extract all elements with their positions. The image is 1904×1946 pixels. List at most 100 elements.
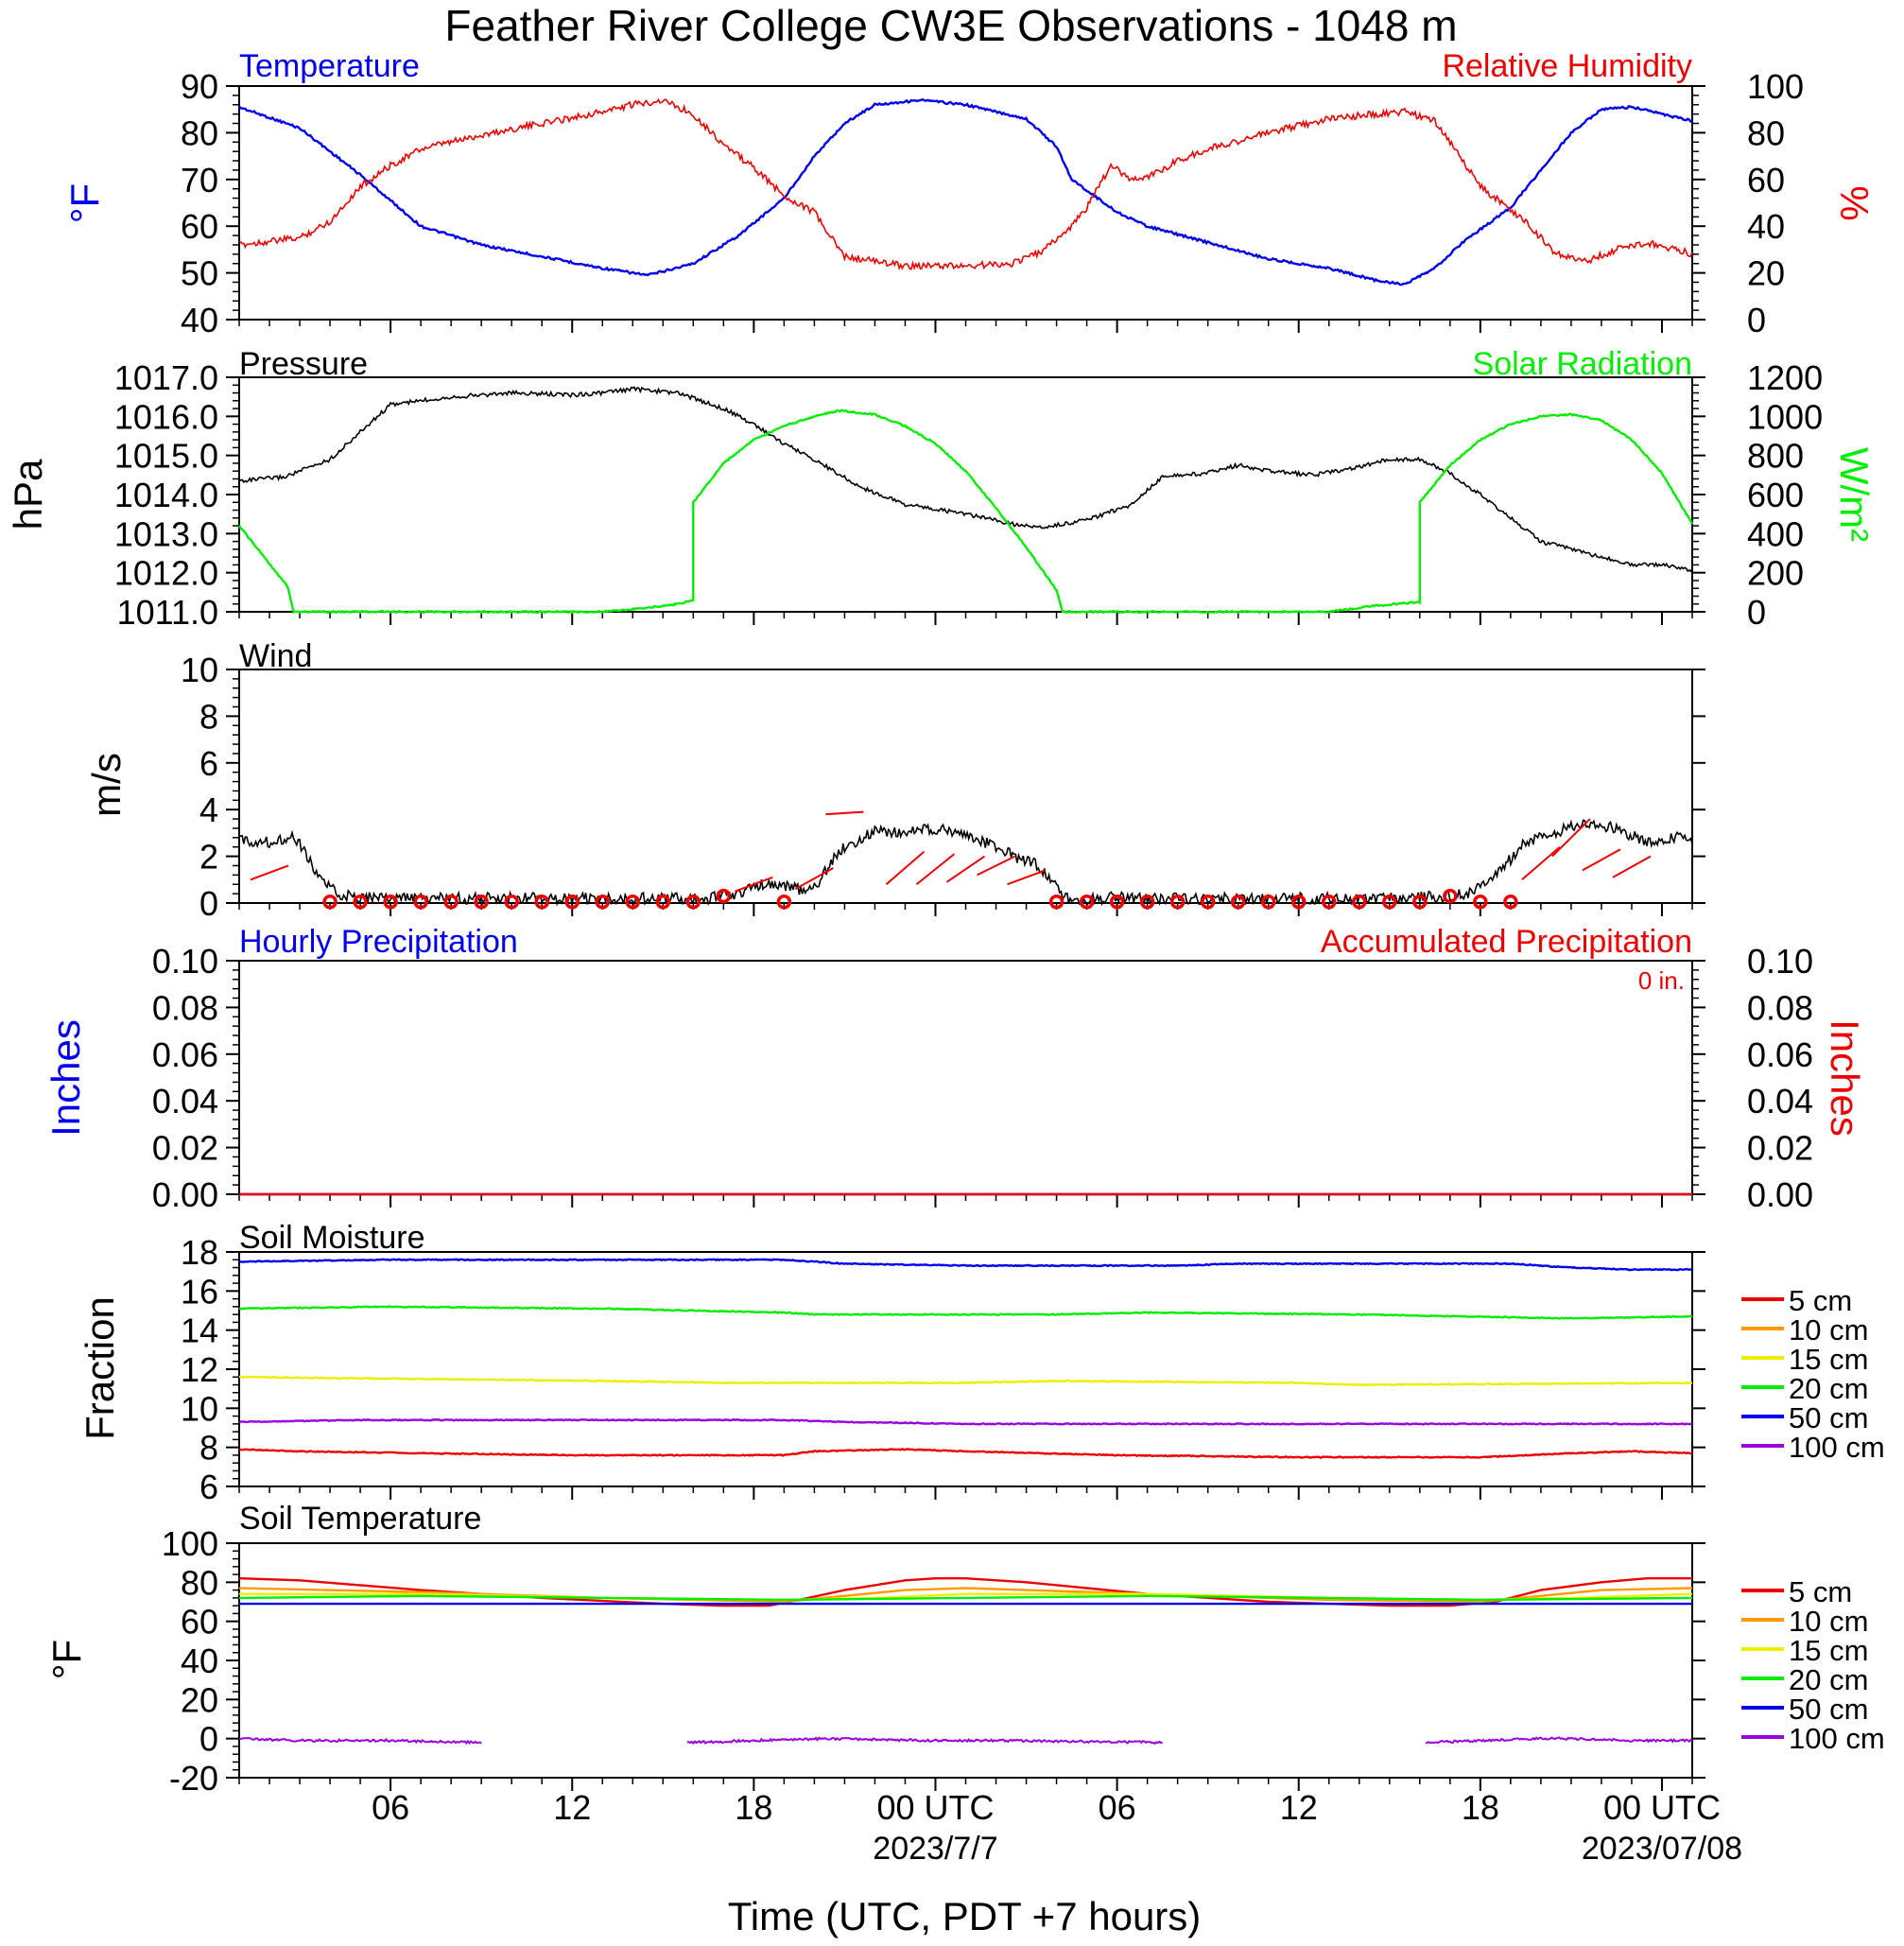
precip-right-tick-label: 0.04 (1747, 1082, 1813, 1121)
temp-rh-left-title: Temperature (239, 48, 420, 84)
wind-calm-marker (443, 895, 459, 910)
wind-wind-barb (1551, 818, 1591, 858)
soil-moisture-left-tick-label: 14 (181, 1312, 218, 1350)
temp-rh-left-unit: °F (62, 183, 107, 223)
soil-temp-series-20-cm (238, 1594, 1693, 1602)
pressure-solar-right-tick-label: 400 (1747, 514, 1804, 553)
precip-right-title: Accumulated Precipitation (1321, 924, 1692, 960)
soil-temp-series-100-cm (238, 1736, 482, 1746)
wind-left-tick-label: 10 (181, 651, 218, 689)
temp-rh-right-tick-label: 40 (1747, 207, 1785, 246)
wind-calm-marker (1200, 895, 1216, 910)
wind-calm-marker (1109, 895, 1125, 910)
soil-temp-left-tick-label: 60 (181, 1603, 218, 1642)
temp-rh-right-unit: % (1832, 185, 1877, 220)
temp-rh-series-relative-humidity (238, 97, 1693, 271)
temp-rh-left-tick-label: 80 (181, 113, 218, 152)
soil-temp-left-unit: °F (44, 1640, 89, 1679)
precip-right-tick-label: 0.02 (1747, 1129, 1813, 1168)
soil-temp-left-title: Soil Temperature (239, 1501, 481, 1537)
wind-calm-marker (1048, 895, 1065, 910)
soil-moisture-legend-label: 10 cm (1789, 1313, 1868, 1347)
x-tick-label: 12 (1280, 1788, 1318, 1827)
precip-right-tick-label: 0.10 (1747, 942, 1813, 981)
soil-temp-left-tick-label: 100 (162, 1524, 218, 1563)
wind-wind-barb (1521, 845, 1561, 881)
soil-moisture-left-tick-label: 8 (199, 1429, 218, 1468)
temp-rh-left-tick-label: 90 (181, 67, 218, 106)
soil-moisture-left-tick-label: 6 (199, 1468, 218, 1506)
x-date-label: 2023/7/7 (873, 1831, 997, 1867)
pressure-solar-left-tick-label: 1016.0 (114, 397, 218, 436)
soil-moisture-series-20-cm (238, 1305, 1693, 1320)
soil-moisture-legend-label: 5 cm (1789, 1284, 1852, 1317)
soil-moisture-legend-label: 100 cm (1789, 1431, 1885, 1464)
wind-calm-marker (1260, 895, 1276, 910)
soil-temp-legend-label: 100 cm (1789, 1722, 1885, 1755)
pressure-solar-left-tick-label: 1012.0 (114, 554, 218, 593)
wind-left-tick-label: 6 (199, 744, 218, 783)
wind-wind-barb (735, 876, 773, 893)
wind-calm-marker (716, 888, 732, 904)
soil-temp-legend-label: 20 cm (1789, 1663, 1868, 1696)
wind-calm-marker (625, 895, 641, 910)
precip-right-tick-label: 0.00 (1747, 1175, 1813, 1214)
precip-left-tick-label: 0.08 (152, 988, 218, 1027)
wind-wind-barb (977, 855, 1015, 877)
wind-calm-marker (776, 895, 792, 910)
temp-rh-left-tick-label: 40 (181, 301, 218, 339)
precip-left-unit: Inches (43, 1019, 88, 1137)
precip-left-title: Hourly Precipitation (239, 924, 518, 960)
soil-moisture-left-title: Soil Moisture (239, 1220, 425, 1256)
wind-wind-barb (915, 853, 956, 886)
wind-left-tick-label: 0 (199, 884, 218, 923)
x-tick-label: 06 (1099, 1788, 1136, 1827)
soil-moisture-legend-label: 15 cm (1789, 1343, 1868, 1376)
precip-left-tick-label: 0.04 (152, 1082, 218, 1121)
soil-temp-left-tick-label: -20 (169, 1759, 218, 1798)
wind-calm-marker (1503, 895, 1518, 910)
wind-calm-marker (1443, 888, 1458, 904)
pressure-solar-left-tick-label: 1011.0 (117, 593, 218, 632)
soil-temp-legend-label: 10 cm (1789, 1605, 1868, 1638)
wind-calm-marker (353, 895, 368, 910)
temp-rh-right-tick-label: 20 (1747, 254, 1785, 293)
soil-temp-series-100-cm (1425, 1736, 1693, 1745)
x-date-label: 2023/07/08 (1582, 1831, 1742, 1867)
wind-calm-marker (1382, 895, 1397, 910)
precip-left-tick-label: 0.02 (152, 1129, 218, 1168)
pressure-solar-right-tick-label: 1000 (1747, 397, 1823, 436)
wind-calm-marker (1079, 895, 1095, 910)
pressure-solar-right-tick-label: 800 (1747, 437, 1804, 476)
x-tick-label: 06 (372, 1788, 409, 1827)
precip-left-tick-label: 0.00 (152, 1175, 218, 1214)
wind-calm-marker (474, 895, 489, 910)
pressure-solar-left-title: Pressure (239, 346, 368, 382)
precip-total-label: 0 in. (1638, 966, 1685, 995)
x-tick-label: 12 (553, 1788, 591, 1827)
pressure-solar-left-tick-label: 1015.0 (114, 437, 218, 476)
wind-calm-marker (1139, 895, 1155, 910)
figure-title: Feather River College CW3E Observations … (444, 1, 1457, 50)
x-axis-label: Time (UTC, PDT +7 hours) (728, 1894, 1202, 1938)
pressure-solar-right-tick-label: 600 (1747, 476, 1804, 514)
wind-left-tick-label: 8 (199, 697, 218, 736)
soil-temp-left-tick-label: 40 (181, 1642, 218, 1680)
wind-left-tick-label: 2 (199, 838, 218, 877)
soil-moisture-series-100-cm (238, 1417, 1693, 1426)
pressure-solar-right-title: Solar Radiation (1473, 346, 1692, 382)
wind-calm-marker (413, 895, 428, 910)
soil-moisture-series-5-cm (238, 1448, 1693, 1459)
pressure-solar-right-unit: W/m² (1832, 447, 1877, 542)
precip-right-tick-label: 0.06 (1747, 1035, 1813, 1074)
soil-moisture-series-15-cm (238, 1375, 1692, 1387)
wind-calm-marker (685, 895, 701, 910)
wind-left-tick-label: 4 (199, 791, 218, 829)
soil-moisture-legend-label: 50 cm (1789, 1401, 1868, 1434)
x-tick-label: 18 (735, 1788, 772, 1827)
temp-rh-left-tick-label: 50 (181, 254, 218, 293)
temp-rh-right-tick-label: 100 (1747, 67, 1804, 106)
wind-wind-barb (1582, 848, 1621, 872)
x-tick-label: 18 (1462, 1788, 1499, 1827)
